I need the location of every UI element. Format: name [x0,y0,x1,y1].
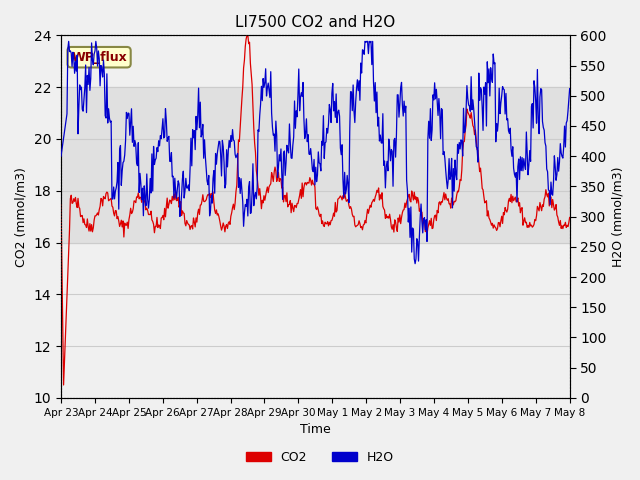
Y-axis label: CO2 (mmol/m3): CO2 (mmol/m3) [15,167,28,266]
X-axis label: Time: Time [300,423,331,436]
Legend: CO2, H2O: CO2, H2O [241,446,399,469]
Title: LI7500 CO2 and H2O: LI7500 CO2 and H2O [236,15,396,30]
Y-axis label: H2O (mmol/m3): H2O (mmol/m3) [612,167,625,267]
Bar [61,87,570,242]
Text: WP_flux: WP_flux [71,51,127,64]
